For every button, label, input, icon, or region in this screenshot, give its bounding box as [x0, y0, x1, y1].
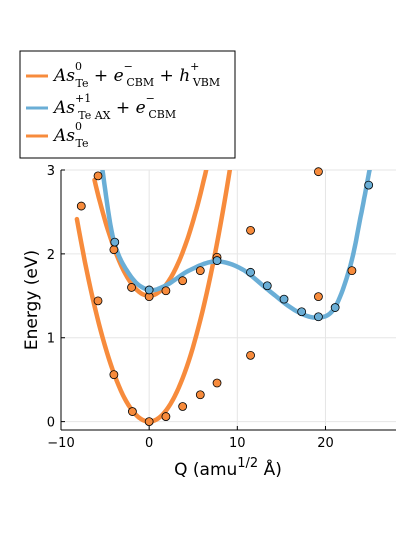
data-point [127, 283, 136, 292]
legend-entry: As+1 Te AX + e− CBM [52, 92, 176, 122]
data-point [161, 412, 171, 421]
x-tick-label: 0 [145, 436, 153, 451]
data-point [262, 281, 272, 291]
legend-entry: As0 Te [52, 120, 89, 150]
data-point [364, 180, 374, 190]
x-tick-label: 10 [229, 436, 246, 451]
data-point [195, 266, 205, 276]
data-point [128, 407, 137, 416]
data-point [144, 417, 154, 427]
legend-box [19, 50, 236, 159]
data-point [93, 171, 103, 181]
data-point [109, 370, 119, 380]
data-point [314, 292, 323, 302]
data-point [279, 294, 289, 304]
series-markers [76, 167, 374, 427]
tick-labels: −10 0 10 20 0 1 2 3 [47, 164, 334, 451]
data-point [161, 286, 171, 296]
y-tick-label: 3 [47, 164, 55, 179]
data-point [195, 390, 205, 400]
data-point [93, 296, 103, 306]
x-tick-label: 20 [317, 436, 334, 451]
x-tick-label: −10 [47, 436, 74, 451]
data-point [178, 276, 188, 286]
data-point [246, 350, 255, 360]
data-point [76, 201, 86, 211]
y-tick-label: 0 [47, 416, 55, 431]
data-point [330, 303, 340, 312]
data-point [314, 167, 323, 177]
data-point [347, 266, 357, 276]
data-point [110, 237, 120, 247]
data-point [212, 378, 222, 388]
y-tick-label: 2 [47, 248, 55, 263]
y-tick-label: 1 [47, 332, 55, 347]
data-point [246, 267, 255, 277]
legend-entry: As0 Te + e− CBM + h+ VBM [52, 60, 220, 90]
data-point [109, 245, 119, 255]
series-line-2 [100, 170, 372, 320]
x-axis-title: Q (amu1/2 Å) [174, 456, 282, 480]
data-point [314, 312, 323, 322]
data-point [246, 225, 255, 235]
data-point [297, 307, 307, 317]
data-point [144, 285, 154, 295]
data-point [212, 256, 222, 265]
y-axis-title: Energy (eV) [22, 250, 42, 350]
data-point [178, 402, 188, 411]
series-line-1 [74, 170, 233, 424]
axes [60, 169, 396, 431]
